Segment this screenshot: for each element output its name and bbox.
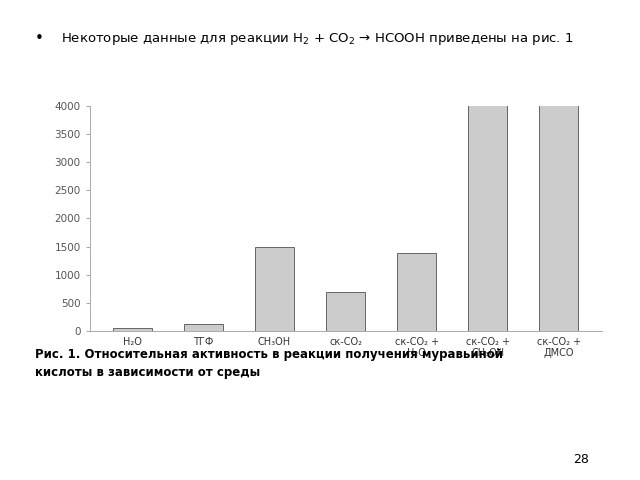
Bar (255, 247, 294, 331)
Bar (326, 292, 365, 331)
Bar (113, 328, 152, 331)
Text: Некоторые данные для реакции H$_2$ + CO$_2$ → HCOOH приведены на рис. 1: Некоторые данные для реакции H$_2$ + CO$… (61, 31, 573, 47)
Bar (468, 103, 508, 331)
Bar (397, 253, 436, 331)
Text: 28: 28 (573, 453, 589, 466)
Bar (184, 324, 223, 331)
Text: •: • (35, 31, 44, 46)
Bar (540, 105, 579, 331)
Text: Рис. 1. Относительная активность в реакции получения муравьиной
кислоты в зависи: Рис. 1. Относительная активность в реакц… (35, 348, 503, 379)
